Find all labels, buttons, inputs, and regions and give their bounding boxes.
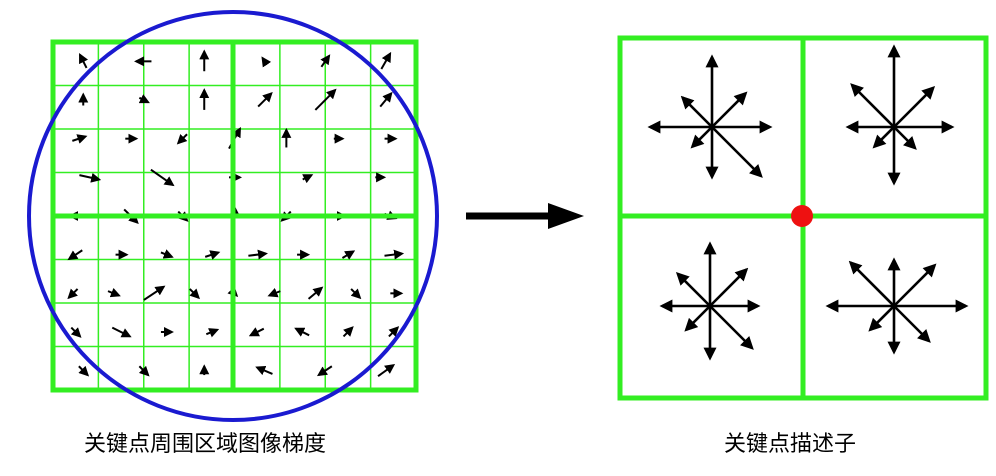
gradient-arrow xyxy=(380,51,392,70)
gradient-arrow xyxy=(143,285,166,301)
gradient-arrow xyxy=(67,249,83,261)
histogram-arrow xyxy=(675,271,711,307)
gradient-field-panel xyxy=(27,10,439,422)
gradient-arrow xyxy=(379,91,393,108)
gradient-arrow xyxy=(350,288,362,300)
gradient-arrow xyxy=(138,365,150,377)
gradient-arrow xyxy=(255,365,273,376)
gradient-arrow xyxy=(377,364,396,377)
gradient-arrow xyxy=(302,174,314,184)
transform-arrow xyxy=(466,203,584,229)
histogram-arrow xyxy=(868,305,895,332)
gradient-arrow xyxy=(204,250,221,260)
gradient-arrow xyxy=(138,94,150,104)
gradient-arrow xyxy=(261,56,272,68)
histogram-arrow xyxy=(709,267,749,307)
histogram-arrow xyxy=(893,126,917,150)
gaussian-window-circle xyxy=(27,10,439,422)
histogram-arrow xyxy=(872,126,895,149)
descriptor-panel xyxy=(617,35,989,401)
caption-gradient: 关键点周围区域图像梯度 xyxy=(84,432,327,457)
gradient-arrow xyxy=(316,365,333,377)
keypoint-dot xyxy=(791,205,813,227)
gradient-arrow xyxy=(176,133,188,145)
gradient-arrow xyxy=(388,326,400,338)
gradient-arrow xyxy=(342,326,354,338)
gradient-arrow xyxy=(150,168,175,187)
caption-descriptor: 关键点描述子 xyxy=(724,432,857,457)
gradient-arrow xyxy=(111,326,132,338)
gradient-arrow xyxy=(267,287,281,298)
gradient-arrow xyxy=(341,250,356,260)
gradient-arrow xyxy=(107,287,121,298)
gradient-arrow xyxy=(189,288,200,300)
histogram-arrow xyxy=(893,305,931,343)
gradient-arrow xyxy=(79,52,88,69)
histogram-arrow xyxy=(709,305,754,350)
histogram-arrow xyxy=(711,126,763,178)
gradient-arrow xyxy=(72,134,88,144)
gradient-arrow xyxy=(205,328,220,338)
gradient-arrow xyxy=(78,365,90,377)
histogram-arrow xyxy=(848,260,895,307)
gradient-arrow xyxy=(79,172,102,183)
gradient-arrow xyxy=(384,249,405,260)
histogram-arrow xyxy=(893,263,937,307)
histogram-arrow xyxy=(850,83,895,128)
histogram-arrow xyxy=(893,85,936,128)
gradient-arrow xyxy=(248,327,265,337)
gradient-arrow xyxy=(320,54,331,68)
gradient-arrow xyxy=(70,326,82,338)
histogram-arrow xyxy=(711,91,748,128)
gradient-arrow xyxy=(160,249,174,259)
histogram-arrow xyxy=(680,95,713,128)
gradient-arrow xyxy=(67,288,79,300)
descriptor-histograms xyxy=(647,44,969,361)
gradient-arrow xyxy=(294,327,310,337)
gradient-arrow xyxy=(257,91,273,108)
gradient-arrow xyxy=(248,249,268,260)
gradient-arrow xyxy=(314,88,337,111)
histogram-arrow xyxy=(684,305,711,332)
gradient-arrow xyxy=(307,286,324,300)
histogram-arrow xyxy=(690,126,713,149)
